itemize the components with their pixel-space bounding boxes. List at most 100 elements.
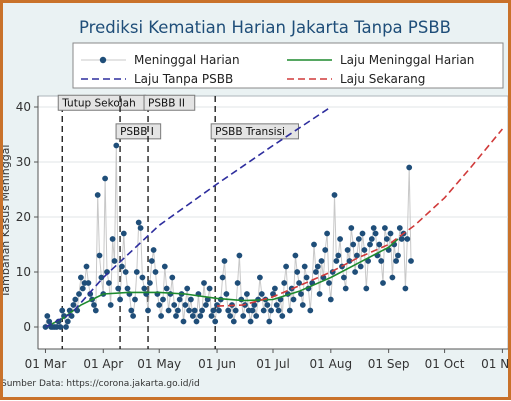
daily-deaths-point — [120, 230, 127, 237]
daily-deaths-point — [219, 274, 226, 281]
daily-deaths-point — [346, 258, 353, 264]
daily-deaths-point — [210, 307, 217, 314]
daily-deaths-point — [316, 291, 323, 297]
daily-deaths-point — [212, 318, 219, 325]
series-line — [45, 106, 332, 328]
daily-deaths-point — [92, 307, 99, 314]
daily-deaths-point — [387, 230, 394, 237]
daily-deaths-point — [197, 313, 204, 319]
y-tick-label: 0 — [23, 320, 31, 334]
event-label: PSBB II — [148, 97, 185, 109]
daily-deaths-point — [341, 274, 347, 281]
daily-deaths-point — [402, 285, 409, 292]
daily-deaths-point — [230, 318, 237, 325]
daily-deaths-point — [354, 252, 360, 259]
chart-legend: Meninggal Harian Laju Meninggal Harian Laj… — [72, 42, 504, 89]
daily-deaths-point — [94, 192, 101, 198]
daily-deaths-point — [188, 296, 194, 303]
daily-deaths-point — [244, 291, 250, 297]
daily-deaths-point — [359, 230, 366, 237]
axes: 0 10 20 30 40 01 Mar 01 Apr 01 May 01 Jun 01 Jul 0… — [16, 96, 511, 371]
legend-swatch-point — [99, 56, 107, 64]
daily-deaths-point — [393, 258, 399, 264]
daily-deaths-point — [260, 307, 267, 314]
daily-deaths-point — [395, 252, 401, 259]
y-tick-label: 30 — [16, 155, 31, 169]
daily-deaths-point — [137, 225, 144, 231]
daily-deaths-point — [193, 318, 200, 325]
daily-deaths-point — [61, 313, 67, 319]
daily-deaths-point — [152, 269, 159, 275]
daily-deaths-point — [199, 307, 206, 314]
daily-deaths-point — [273, 302, 280, 308]
daily-deaths-point — [264, 302, 271, 308]
daily-deaths-point — [83, 263, 90, 270]
daily-deaths-point — [111, 258, 118, 264]
daily-deaths-point — [135, 219, 142, 226]
y-tick-label: 10 — [16, 265, 31, 279]
daily-deaths-point — [57, 324, 64, 330]
daily-deaths-point — [139, 274, 146, 281]
daily-deaths-point — [266, 318, 273, 325]
daily-deaths-point — [344, 247, 351, 253]
daily-deaths-point — [44, 313, 51, 319]
legend-label: Meninggal Harian — [134, 53, 240, 67]
daily-deaths-point — [98, 274, 105, 281]
chart-title: Prediksi Kematian Harian Jakarta Tanpa P… — [79, 18, 451, 37]
daily-deaths-point — [318, 258, 325, 264]
daily-deaths-point — [380, 280, 386, 286]
series-layer — [42, 106, 504, 330]
daily-deaths-point — [227, 313, 234, 319]
daily-deaths-point — [70, 302, 77, 308]
daily-deaths-point — [326, 280, 332, 286]
daily-deaths-point — [158, 313, 165, 319]
event-label-box — [210, 123, 299, 140]
x-tick-label: 01 Sep — [368, 357, 410, 371]
daily-deaths-point — [186, 307, 193, 314]
daily-deaths-point — [148, 258, 155, 264]
event-label: PSBB I — [120, 126, 154, 138]
daily-deaths-point — [322, 247, 329, 253]
daily-deaths-point — [232, 307, 239, 314]
daily-deaths-point — [253, 313, 260, 319]
y-tick-label: 20 — [16, 210, 31, 224]
daily-deaths-point — [201, 280, 207, 286]
daily-deaths-point — [85, 280, 92, 286]
daily-deaths-point — [311, 241, 317, 248]
daily-deaths-point — [251, 302, 258, 308]
source-note: Sumber Data: https://corona.jakarta.go.i… — [3, 379, 200, 389]
daily-deaths-point — [79, 285, 86, 292]
daily-deaths-point — [106, 280, 112, 286]
daily-deaths-point — [189, 313, 196, 319]
x-tick-label: 01 Apr — [83, 357, 123, 371]
daily-deaths-point — [145, 307, 151, 314]
daily-deaths-point — [404, 236, 411, 242]
daily-deaths-point — [130, 313, 136, 319]
daily-deaths-point — [46, 318, 53, 325]
daily-deaths-point — [63, 324, 69, 330]
daily-deaths-point — [124, 285, 131, 292]
daily-deaths-point — [272, 285, 278, 292]
daily-deaths-point — [290, 296, 297, 303]
legend-box — [72, 42, 504, 89]
daily-deaths-point — [236, 252, 243, 259]
daily-deaths-point — [301, 263, 308, 270]
daily-deaths-point — [171, 302, 178, 308]
event-label-box — [143, 94, 196, 111]
daily-deaths-point — [78, 274, 84, 281]
daily-deaths-point — [59, 307, 66, 314]
daily-deaths-point — [331, 192, 338, 198]
daily-deaths-point — [169, 274, 176, 281]
daily-deaths-point — [355, 236, 362, 242]
daily-deaths-point — [119, 263, 125, 270]
event-label: PSBB Transisi — [215, 126, 285, 138]
x-tick-label: 01 Nov — [481, 357, 508, 371]
daily-deaths-point — [247, 318, 254, 325]
daily-deaths-point — [206, 285, 213, 292]
daily-deaths-point — [333, 258, 340, 264]
daily-deaths-point — [182, 302, 189, 308]
daily-deaths-point — [184, 285, 191, 292]
daily-deaths-point — [122, 269, 129, 275]
daily-deaths-point — [223, 291, 230, 297]
